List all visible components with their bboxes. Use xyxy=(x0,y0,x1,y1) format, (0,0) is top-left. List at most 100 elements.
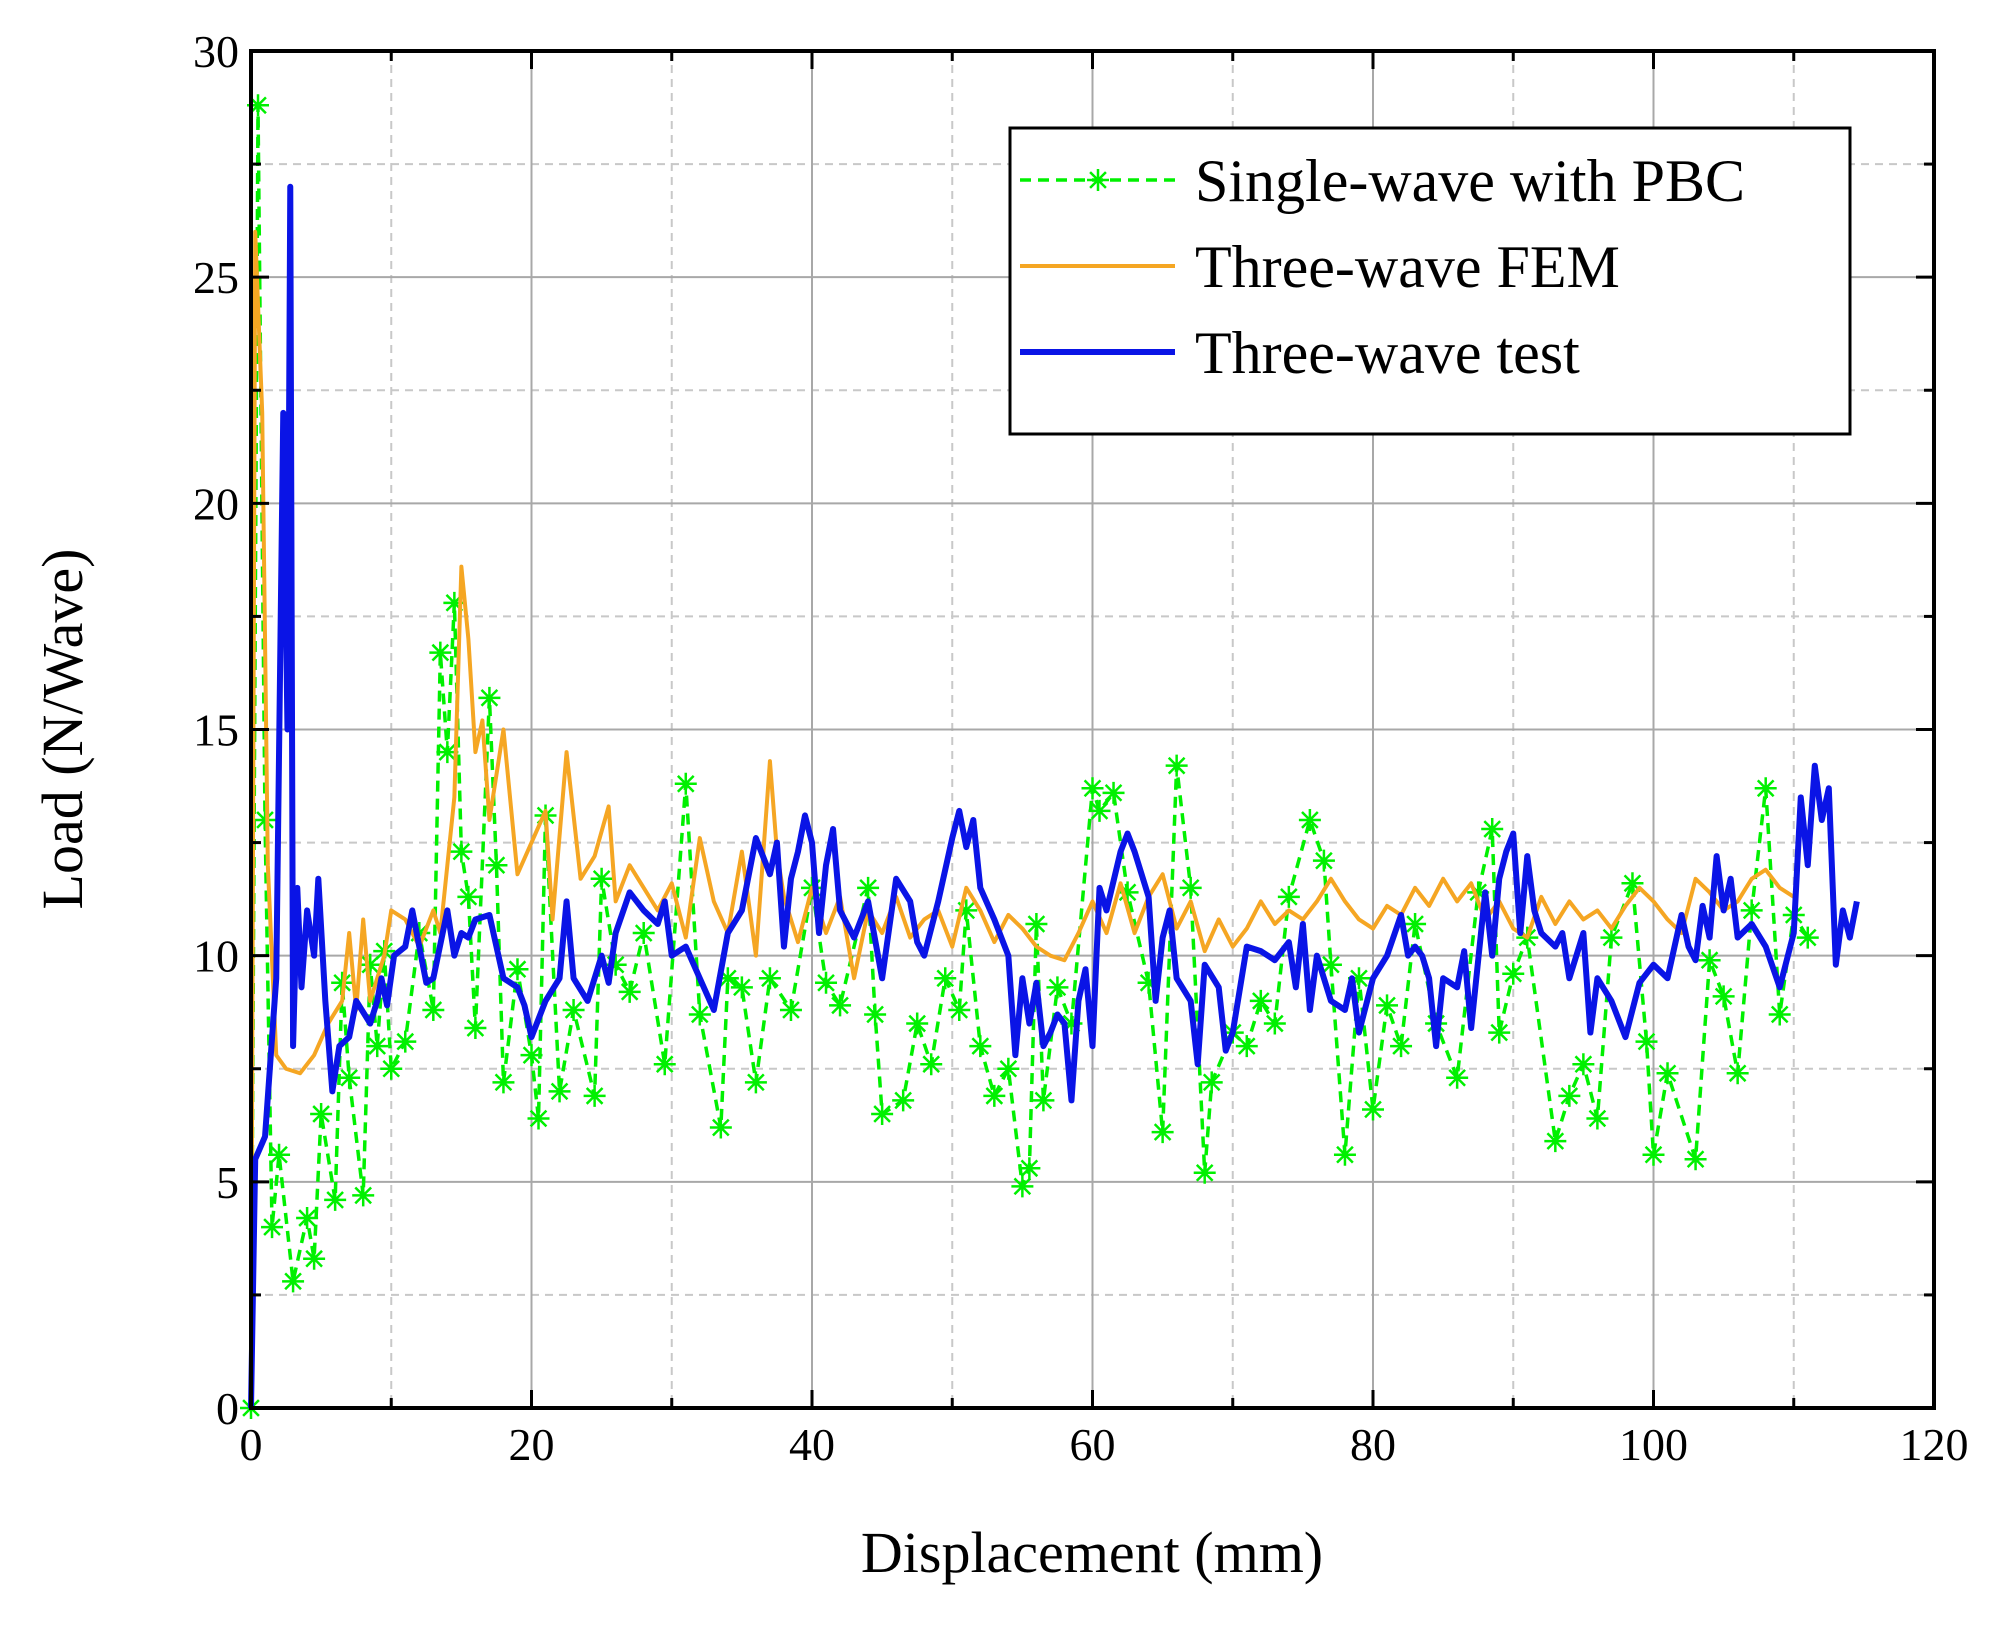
marker xyxy=(282,1270,305,1293)
marker xyxy=(1586,1107,1609,1130)
marker xyxy=(892,1089,915,1112)
marker xyxy=(1600,926,1623,949)
marker xyxy=(520,1044,543,1067)
marker xyxy=(864,1003,887,1026)
marker xyxy=(1032,1089,1055,1112)
marker xyxy=(948,998,971,1021)
marker xyxy=(338,1066,361,1089)
marker xyxy=(464,1017,487,1040)
marker xyxy=(1754,777,1777,800)
marker xyxy=(1362,1098,1384,1121)
marker xyxy=(955,899,978,922)
marker xyxy=(1467,881,1490,904)
marker xyxy=(983,1084,1006,1107)
marker xyxy=(1333,1143,1356,1166)
marker xyxy=(1558,1084,1581,1107)
marker xyxy=(618,980,641,1003)
marker xyxy=(688,1003,711,1026)
marker xyxy=(1698,949,1721,972)
marker xyxy=(1572,1053,1595,1076)
x-tick-label: 60 xyxy=(1070,1419,1116,1470)
marker xyxy=(261,1216,284,1239)
marker xyxy=(254,808,277,831)
marker xyxy=(744,1071,767,1094)
marker xyxy=(815,971,838,994)
legend-label: Three-wave FEM xyxy=(1195,234,1620,300)
marker xyxy=(632,922,655,945)
marker xyxy=(1446,1066,1469,1089)
marker xyxy=(1277,885,1300,908)
series-line xyxy=(249,103,1810,1409)
marker xyxy=(1060,1012,1083,1035)
marker xyxy=(1249,989,1272,1012)
marker xyxy=(1768,1003,1791,1026)
marker xyxy=(1544,1130,1567,1153)
marker xyxy=(779,998,802,1021)
y-tick-label: 20 xyxy=(193,478,239,529)
marker xyxy=(527,1107,550,1130)
marker xyxy=(450,840,473,863)
marker xyxy=(1088,799,1111,822)
marker xyxy=(969,1035,992,1058)
marker xyxy=(1046,976,1069,999)
marker xyxy=(1200,1071,1223,1094)
legend-label: Single-wave with PBC xyxy=(1195,148,1745,214)
marker xyxy=(1102,781,1125,804)
y-tick-label: 25 xyxy=(193,252,239,303)
marker xyxy=(310,1102,333,1125)
marker xyxy=(1179,876,1202,899)
marker xyxy=(1081,777,1104,800)
marker xyxy=(1087,169,1109,191)
marker xyxy=(1390,1035,1413,1058)
marker xyxy=(562,998,585,1021)
plot-area xyxy=(240,94,1860,1419)
marker xyxy=(1193,1161,1216,1184)
marker xyxy=(653,1053,676,1076)
marker xyxy=(709,1116,732,1139)
marker xyxy=(1116,881,1139,904)
marker xyxy=(506,958,529,981)
marker xyxy=(583,1084,606,1107)
marker xyxy=(590,867,613,890)
marker xyxy=(1298,808,1321,831)
y-tick-label: 10 xyxy=(193,931,239,982)
marker xyxy=(871,1102,894,1125)
marker xyxy=(1011,1175,1034,1198)
marker xyxy=(492,1071,515,1094)
x-tick-label: 100 xyxy=(1619,1419,1688,1470)
marker xyxy=(485,854,508,877)
y-tick-label: 30 xyxy=(193,26,239,77)
marker xyxy=(1151,1121,1174,1144)
x-axis-label: Displacement (mm) xyxy=(861,1520,1323,1585)
marker xyxy=(422,998,445,1021)
marker xyxy=(1165,754,1188,777)
marker xyxy=(1635,1030,1658,1053)
marker xyxy=(443,591,466,614)
marker xyxy=(296,1207,319,1230)
x-tick-label: 40 xyxy=(789,1419,835,1470)
legend-label: Three-wave test xyxy=(1195,320,1580,386)
marker xyxy=(906,1012,929,1035)
marker xyxy=(1347,967,1370,990)
marker xyxy=(1404,913,1427,936)
marker xyxy=(857,876,880,899)
marker xyxy=(478,686,501,709)
marker xyxy=(366,1035,389,1058)
marker xyxy=(1488,1021,1511,1044)
marker xyxy=(934,967,957,990)
marker xyxy=(1263,1012,1286,1035)
marker xyxy=(457,885,480,908)
marker xyxy=(674,772,697,795)
marker xyxy=(324,1188,347,1211)
marker xyxy=(758,967,781,990)
marker xyxy=(359,953,382,976)
marker xyxy=(1312,849,1335,872)
marker xyxy=(268,1143,291,1166)
marker xyxy=(1235,1035,1258,1058)
marker xyxy=(1319,953,1342,976)
x-tick-label: 120 xyxy=(1900,1419,1969,1470)
marker xyxy=(1025,913,1048,936)
marker xyxy=(1642,1143,1665,1166)
y-tick-label: 15 xyxy=(193,705,239,756)
